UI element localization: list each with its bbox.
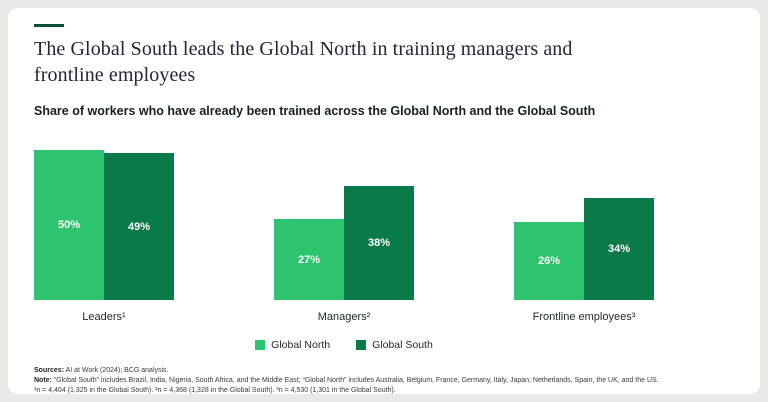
legend-item-global-south: Global South	[356, 339, 433, 351]
chart-legend: Global North Global South	[34, 339, 654, 351]
bar-pair: 27% 38%	[274, 144, 414, 301]
title-accent-line	[34, 24, 64, 27]
sources-label: Sources:	[34, 367, 64, 375]
note-line: Note: “Global South” includes Brazil, In…	[34, 376, 734, 386]
bar-global-north-frontline-employees: 26%	[514, 222, 584, 301]
bar-global-north-leaders: 50%	[34, 150, 104, 301]
sources-line: Sources: AI at Work (2024); BCG analysis…	[34, 366, 734, 376]
report-card: The Global South leads the Global North …	[8, 8, 760, 394]
footnotes: Sources: AI at Work (2024); BCG analysis…	[34, 366, 734, 396]
legend-label: Global South	[372, 339, 433, 352]
bar-groups: 50% 49% Leaders¹ 27% 38% Managers² 26% 34% Front…	[34, 144, 654, 323]
bar-value-label: 38%	[367, 237, 391, 250]
bar-value-label: 26%	[537, 255, 561, 268]
bar-pair: 50% 49%	[34, 144, 174, 301]
legend-item-global-north: Global North	[255, 339, 330, 351]
bar-global-north-managers: 27%	[274, 219, 344, 301]
category-label-leaders: Leaders¹	[82, 311, 126, 324]
bar-chart: 50% 49% Leaders¹ 27% 38% Managers² 26% 34% Front…	[34, 144, 654, 323]
sources-text: AI at Work (2024); BCG analysis.	[65, 367, 169, 375]
category-label-frontline-employees: Frontline employees³	[532, 311, 636, 324]
bar-pair: 26% 34%	[514, 144, 654, 301]
bar-group-frontline-employees: 26% 34% Frontline employees³	[514, 144, 654, 323]
note-label: Note:	[34, 377, 52, 385]
bar-value-label: 50%	[57, 219, 81, 232]
category-label-managers: Managers²	[317, 311, 371, 324]
bar-value-label: 34%	[607, 243, 631, 256]
bar-value-label: 27%	[297, 253, 321, 266]
legend-swatch-global-north	[255, 340, 266, 351]
note-text: “Global South” includes Brazil, India, N…	[53, 377, 659, 385]
chart-subtitle: Share of workers who have already been t…	[34, 104, 596, 119]
bar-global-south-managers: 38%	[344, 186, 414, 301]
bar-global-south-frontline-employees: 34%	[584, 198, 654, 301]
sample-sizes-line: ¹n = 4,404 (1,325 in the Global South). …	[34, 387, 396, 395]
legend-label: Global North	[271, 339, 331, 352]
bar-value-label: 49%	[127, 220, 151, 233]
bar-group-leaders: 50% 49% Leaders¹	[34, 144, 174, 323]
page-title: The Global South leads the Global North …	[34, 38, 573, 86]
bar-global-south-leaders: 49%	[104, 153, 174, 301]
legend-swatch-global-south	[356, 340, 367, 351]
bar-group-managers: 27% 38% Managers²	[274, 144, 414, 323]
